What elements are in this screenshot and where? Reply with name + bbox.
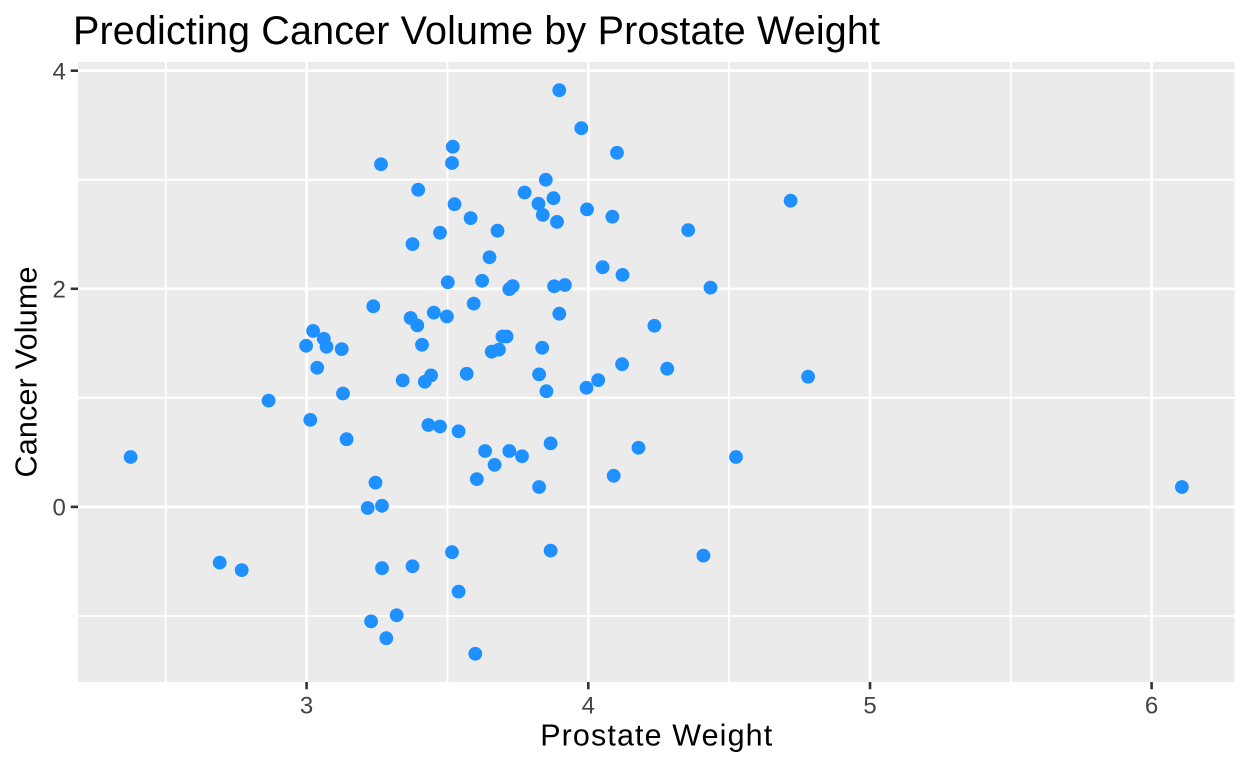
svg-text:4: 4 [582, 692, 595, 719]
svg-text:6: 6 [1145, 692, 1158, 719]
svg-text:0: 0 [52, 495, 65, 522]
svg-text:Predicting Cancer Volume by Pr: Predicting Cancer Volume by Prostate Wei… [73, 9, 880, 53]
svg-text:2: 2 [52, 276, 65, 303]
svg-text:4: 4 [52, 58, 65, 85]
svg-text:Prostate Weight: Prostate Weight [540, 718, 773, 752]
svg-text:5: 5 [863, 692, 876, 719]
svg-text:3: 3 [300, 692, 313, 719]
svg-text:Cancer Volume: Cancer Volume [10, 267, 44, 478]
